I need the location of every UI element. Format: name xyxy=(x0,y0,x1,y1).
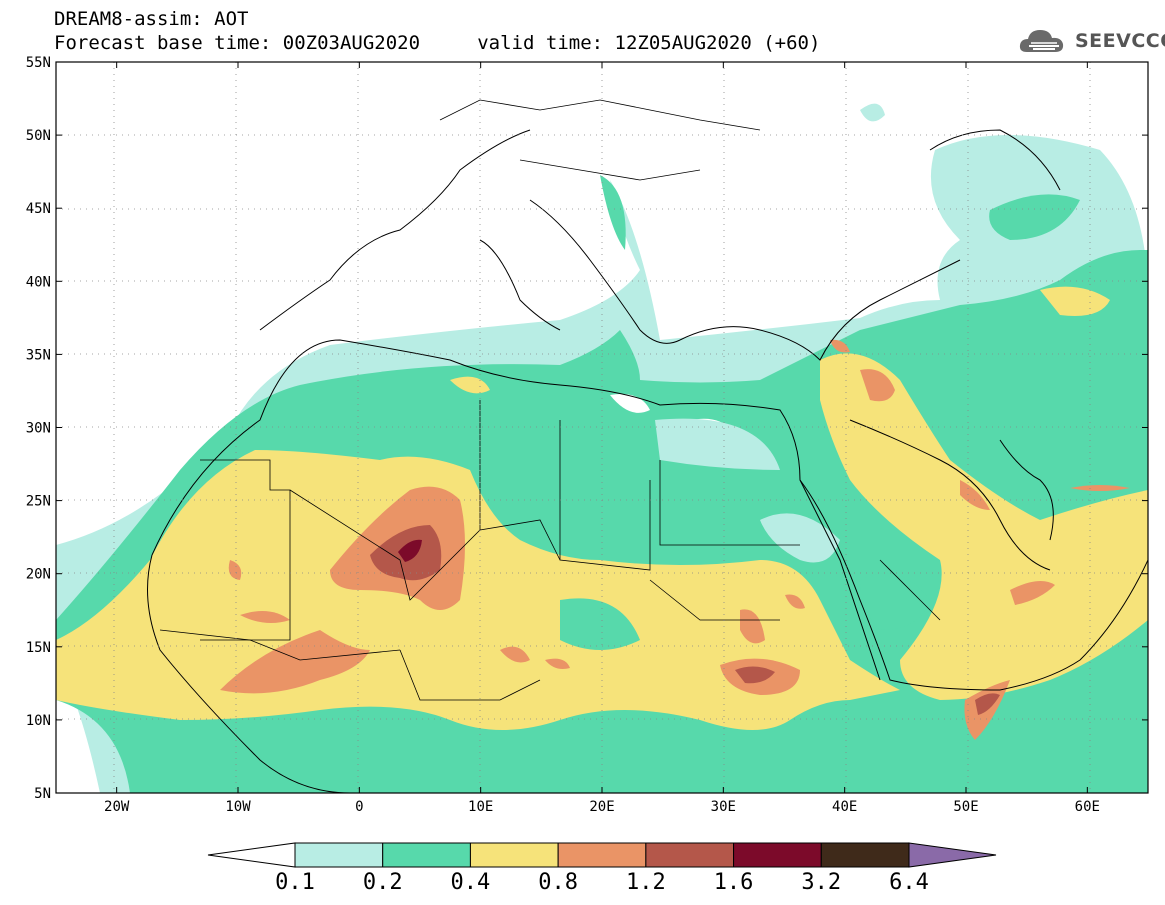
lon-tick-label: 50E xyxy=(953,799,978,815)
lon-tick-label: 60E xyxy=(1075,799,1100,815)
colorbar-label: 6.4 xyxy=(889,870,929,895)
logo-text: SEEVCCC xyxy=(1075,30,1165,52)
lon-tick-label: 10W xyxy=(225,799,251,815)
lat-tick-label: 15N xyxy=(26,640,51,656)
lon-tick-label: 0 xyxy=(355,799,363,815)
colorbar-label: 0.1 xyxy=(275,870,315,895)
colorbar-box xyxy=(557,842,647,868)
colorbar-high-arrow xyxy=(908,842,997,868)
lon-tick-label: 20E xyxy=(589,799,614,815)
lat-tick-label: 45N xyxy=(26,201,51,217)
lat-tick-label: 25N xyxy=(26,494,51,510)
lat-tick-label: 30N xyxy=(26,421,51,437)
colorbar-box xyxy=(645,842,735,868)
colorbar-box xyxy=(733,842,822,868)
logo: SEEVCCC xyxy=(1017,24,1165,58)
colorbar-low-arrow xyxy=(207,842,296,868)
colorbar xyxy=(207,842,997,868)
lon-tick-label: 40E xyxy=(832,799,857,815)
coastlines xyxy=(147,129,1148,793)
colorbar-box xyxy=(820,842,910,868)
colorbar-box xyxy=(469,842,559,868)
map-title: DREAM8-assim: AOT xyxy=(54,8,249,30)
colorbar-label: 0.2 xyxy=(362,870,403,895)
forecast-times: Forecast base time: 00Z03AUG2020 valid t… xyxy=(54,32,821,54)
longitude-labels: 20W 10W 0 10E 20E 30E 40E 50E 60E xyxy=(104,799,1100,815)
latitude-labels: 55N 50N 45N 40N 35N 30N 25N 20N 15N 10N 5N xyxy=(26,55,51,802)
borders xyxy=(159,99,941,701)
lon-tick-label: 30E xyxy=(711,799,736,815)
graticule xyxy=(56,62,1148,793)
lat-tick-label: 20N xyxy=(26,567,51,583)
lat-tick-label: 35N xyxy=(26,347,51,363)
colorbar-box xyxy=(382,842,471,868)
colorbar-label: 0.8 xyxy=(538,870,579,895)
colorbar-label: 1.2 xyxy=(625,870,666,895)
lat-tick-label: 5N xyxy=(34,786,51,802)
lat-tick-label: 10N xyxy=(26,713,51,729)
colorbar-label: 0.4 xyxy=(450,870,491,895)
lon-tick-label: 20W xyxy=(104,799,130,815)
lon-tick-label: 10E xyxy=(468,799,493,815)
colorbar-label: 3.2 xyxy=(801,870,842,895)
lat-tick-label: 40N xyxy=(26,274,51,290)
cloud-icon xyxy=(1019,30,1064,52)
colorbar-label: 1.6 xyxy=(713,870,754,895)
lat-tick-label: 50N xyxy=(26,128,51,144)
colorbar-box xyxy=(294,842,384,868)
lat-tick-label: 55N xyxy=(26,55,51,71)
